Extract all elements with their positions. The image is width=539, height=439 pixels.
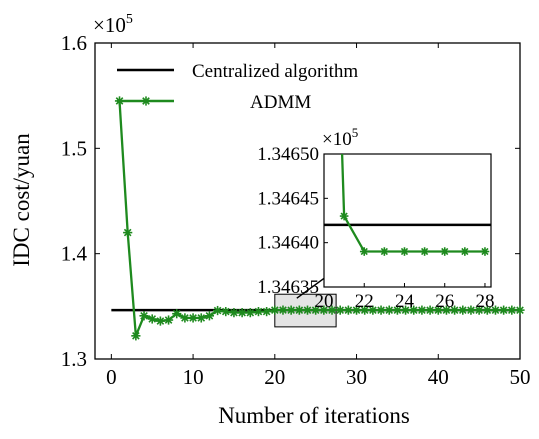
x-tick-label: 0 [106, 365, 117, 389]
admm-point [360, 305, 370, 315]
admm-point [302, 305, 313, 315]
inset-y-tick-label: 1.34650 [257, 144, 319, 165]
admm-point [278, 305, 288, 315]
y-tick-label: 1.6 [61, 31, 87, 55]
admm-point [180, 313, 190, 323]
admm-point [376, 305, 386, 315]
admm-point [204, 311, 215, 321]
admm-point [343, 305, 353, 315]
admm-point [221, 307, 231, 317]
admm-point [490, 305, 501, 315]
y-axis-label: IDC cost/yuan [9, 133, 34, 267]
inset-y-tick-label: 1.34640 [257, 233, 319, 254]
admm-point [392, 305, 403, 315]
admm-point [351, 305, 362, 315]
inset-frame [323, 153, 492, 288]
admm-point [384, 305, 394, 315]
y-multiplier: ×105 [93, 12, 133, 37]
admm-point [253, 307, 264, 317]
inset-x-tick-label: 28 [475, 291, 494, 312]
admm-point [196, 313, 206, 323]
admm-point [482, 305, 492, 315]
legend-admm-label: ADMM [250, 92, 311, 113]
inset-admm-point [380, 247, 389, 256]
inset-x-tick-label: 22 [355, 291, 374, 312]
admm-point [172, 309, 182, 319]
inset-x-tick-label: 20 [315, 291, 334, 312]
inset-admm-point [420, 247, 429, 256]
admm-point [212, 305, 223, 316]
inset-admm-point [480, 247, 490, 256]
admm-point [335, 305, 345, 315]
admm-point [270, 305, 280, 315]
admm-point [466, 305, 476, 315]
admm-point [188, 313, 198, 323]
admm-point [515, 305, 525, 315]
inset-chart: 20 22 24 26 28 1.34635 1.34640 1.34645 1.34650 ×… [257, 125, 494, 312]
legend: Centralized algorithm ADMM [117, 61, 358, 113]
inset-admm-point [400, 247, 409, 256]
admm-point [441, 305, 452, 315]
inset-y-multiplier-exponent: 5 [352, 125, 359, 140]
admm-point [409, 305, 419, 315]
y-tick-label: 1.5 [61, 136, 87, 160]
admm-point [319, 305, 329, 315]
admm-point [425, 305, 435, 315]
admm-point [458, 305, 468, 315]
inset-y-multiplier: ×105 [322, 125, 358, 150]
admm-point [368, 305, 378, 315]
admm-point [139, 311, 149, 321]
y-tick-label: 1.4 [61, 242, 88, 266]
admm-point [262, 307, 272, 317]
inset-x-tick-label: 26 [435, 291, 454, 312]
admm-point [123, 228, 133, 238]
plot-frame [94, 42, 521, 360]
inset-y-tick-label: 1.34635 [257, 277, 319, 298]
inset-y-tick-label: 1.34645 [257, 188, 319, 209]
legend-admm-star [141, 96, 151, 106]
x-tick-label: 10 [183, 365, 204, 389]
x-tick-label: 20 [264, 365, 285, 389]
admm-point [294, 305, 304, 315]
inset-admm-point [359, 247, 369, 256]
admm-point [417, 305, 427, 315]
x-tick-label: 30 [346, 365, 367, 389]
inset-admm-point [440, 247, 450, 256]
inset-x-tick-label: 24 [395, 291, 415, 312]
admm-point [311, 305, 321, 315]
inset-admm-point [460, 247, 470, 256]
admm-point [400, 305, 411, 315]
x-axis-label: Number of iterations [218, 403, 410, 428]
admm-point [450, 305, 460, 315]
admm-point [131, 331, 141, 341]
admm-point [507, 305, 517, 315]
inset-admm-point [339, 211, 349, 221]
admm-point [155, 316, 165, 326]
admm-point [433, 305, 443, 315]
y-multiplier-exponent: 5 [126, 12, 133, 27]
legend-admm-marker [141, 96, 151, 106]
admm-point [474, 305, 484, 315]
admm-point [147, 314, 157, 324]
x-tick-label: 40 [428, 365, 449, 389]
legend-centralized-label: Centralized algorithm [192, 61, 358, 82]
admm-point [237, 308, 247, 318]
admm-point [286, 305, 296, 315]
admm-point [327, 305, 337, 315]
y-tick-label: 1.3 [61, 347, 87, 371]
x-tick-label: 50 [510, 365, 531, 389]
admm-point [245, 308, 255, 318]
admm-point [163, 315, 174, 325]
admm-point [499, 305, 509, 315]
admm-point [229, 308, 239, 318]
